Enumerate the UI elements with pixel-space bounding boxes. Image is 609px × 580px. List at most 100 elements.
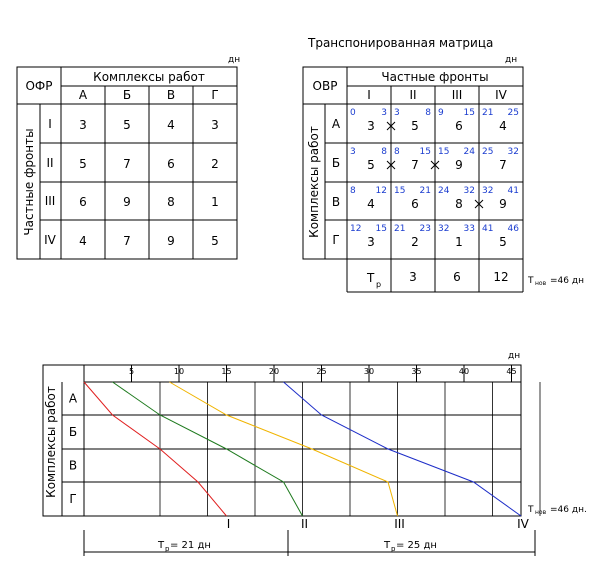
- gantt-tick-label: 30: [364, 367, 374, 376]
- table1-cell: 2: [211, 157, 219, 171]
- table2-cell-duration: 2: [411, 235, 419, 249]
- table2-col-header: II: [409, 88, 416, 102]
- table1-cell: 8: [167, 195, 175, 209]
- table2-cell-finish: 25: [508, 108, 519, 118]
- table2-cell-start: 3: [350, 147, 356, 157]
- table2-row-header: А: [332, 117, 341, 131]
- table1-col-header: Г: [211, 88, 218, 102]
- front-label: III: [394, 517, 405, 531]
- table2-cell-finish: 8: [425, 108, 431, 118]
- transposed-matrix: Транспонированная матрица дн ОВР Частные…: [303, 36, 584, 292]
- dimension-1: Т р = 21 дн: [157, 540, 211, 553]
- gantt-row-label: В: [69, 459, 77, 473]
- cyclogram: дн Комплексы работ 5 10 15 20 25 30 35 40 45 А Б В…: [43, 351, 587, 556]
- table1-cell: 4: [167, 118, 175, 132]
- gantt-tick-label: 20: [269, 367, 279, 376]
- table1-cell: 5: [79, 157, 87, 171]
- table1-cell: 3: [79, 118, 87, 132]
- table2-col-header: I: [367, 88, 371, 102]
- tp-value: 6: [453, 270, 461, 284]
- table1-cell: 6: [79, 195, 87, 209]
- table1-row-header: III: [45, 194, 56, 208]
- table2-cell-start: 12: [350, 224, 361, 234]
- table2-cell-duration: 5: [367, 158, 375, 172]
- table1-col-group: Комплексы работ: [93, 70, 205, 84]
- table1-cell: 6: [167, 157, 175, 171]
- gantt-tick-label: 25: [316, 367, 326, 376]
- tp-sub: р: [376, 280, 381, 289]
- gantt-row-label: Б: [69, 425, 77, 439]
- tp-label: Т: [366, 271, 375, 285]
- table2-col-header: III: [452, 88, 463, 102]
- table2-cell-finish: 33: [464, 224, 475, 234]
- table1-row-header: II: [46, 156, 53, 170]
- table1-col-header: А: [79, 88, 88, 102]
- dim2-prefix: Т: [383, 540, 391, 551]
- table2-cell-finish: 8: [381, 147, 387, 157]
- gantt-row-group: Комплексы работ: [44, 386, 58, 498]
- table1-row-header: I: [48, 117, 52, 131]
- table2-corner: ОВР: [313, 79, 338, 93]
- table2-cell-start: 24: [438, 186, 450, 196]
- table2-col-group: Частные фронты: [381, 70, 488, 84]
- table1-corner: ОФР: [25, 79, 52, 93]
- gantt-row-label: Г: [69, 492, 76, 506]
- front-label: IV: [517, 517, 530, 531]
- table2-cell-start: 41: [482, 224, 493, 234]
- table2-cell-start: 32: [438, 224, 449, 234]
- table2-cell-finish: 24: [464, 147, 476, 157]
- table2-cell-duration: 6: [455, 119, 463, 133]
- dim1-prefix: Т: [157, 540, 165, 551]
- table2-cell-duration: 6: [411, 197, 419, 211]
- table2-cell-duration: 7: [411, 158, 419, 172]
- gantt-tick-label: 45: [506, 367, 516, 376]
- table2-cell-start: 15: [394, 186, 405, 196]
- dimension-2: Т р = 25 дн: [383, 540, 437, 553]
- table1-col-header: В: [167, 88, 175, 102]
- table2-row-header: В: [332, 195, 340, 209]
- table2-cell-finish: 12: [376, 186, 387, 196]
- table2-row-header: Б: [332, 156, 340, 170]
- table1-cell: 3: [211, 118, 219, 132]
- table2-cell-finish: 46: [508, 224, 520, 234]
- gantt-tick-label: 15: [221, 367, 231, 376]
- table2-cell-start: 15: [438, 147, 449, 157]
- table1-row-header: IV: [44, 233, 57, 247]
- tp-value: 3: [409, 270, 417, 284]
- dim2-value: = 25 дн: [396, 540, 437, 551]
- table2-cell-start: 25: [482, 147, 493, 157]
- table2-cell-duration: 1: [455, 235, 463, 249]
- table2-cell-duration: 4: [367, 197, 375, 211]
- table2-cell-duration: 5: [411, 119, 419, 133]
- table2-cell-start: 0: [350, 108, 356, 118]
- table2-row-header: Г: [332, 233, 339, 247]
- gantt-tick-label: 40: [459, 367, 469, 376]
- table2-unit: дн: [505, 55, 517, 65]
- table2-cell-duration: 3: [367, 235, 375, 249]
- table2-cell-duration: 9: [455, 158, 463, 172]
- table1-cell: 5: [211, 234, 219, 248]
- table2-cell-finish: 21: [420, 186, 431, 196]
- table2-cell-start: 32: [482, 186, 493, 196]
- front-label: II: [301, 517, 308, 531]
- table1-cell: 4: [79, 234, 87, 248]
- front-label: I: [227, 517, 231, 531]
- t2-total-prefix: Т: [527, 276, 534, 286]
- table2-cell-duration: 7: [499, 158, 507, 172]
- gantt-tick-label: 10: [174, 367, 184, 376]
- table2-cell-start: 8: [350, 186, 356, 196]
- table1-cell: 7: [123, 234, 131, 248]
- table2-cell-finish: 15: [376, 224, 387, 234]
- gantt-total-prefix: Т: [527, 505, 534, 515]
- table1-col-header: Б: [123, 88, 131, 102]
- t2-total-value: =46 дн: [550, 276, 584, 286]
- resource-table: дн ОФР Комплексы работ Частные фронты А Б…: [17, 55, 240, 259]
- table2-cell-start: 9: [438, 108, 444, 118]
- table2-row-group: Комплексы работ: [307, 126, 321, 238]
- gantt-tick-label: 35: [411, 367, 421, 376]
- tp-value: 12: [493, 270, 508, 284]
- table2-cell-duration: 9: [499, 197, 507, 211]
- table2-cell-duration: 5: [499, 235, 507, 249]
- table2-cell-finish: 32: [508, 147, 519, 157]
- table2-cell-finish: 3: [381, 108, 387, 118]
